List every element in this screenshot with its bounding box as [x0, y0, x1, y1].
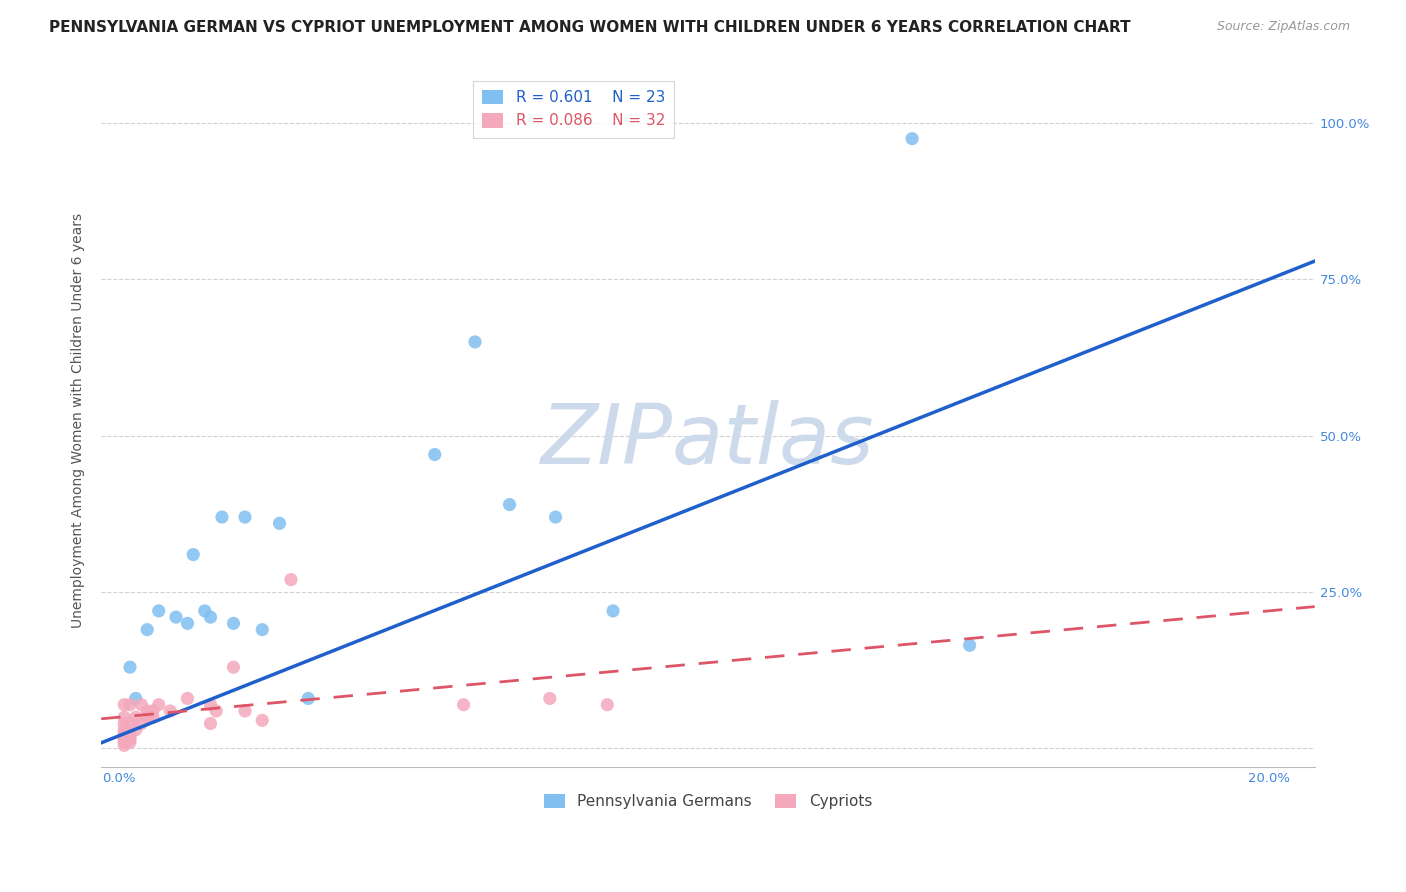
Point: [159, 704, 181, 718]
Y-axis label: Unemployment Among Women with Children Under 6 years: Unemployment Among Women with Children U…: [72, 212, 86, 628]
Point: [112, 732, 135, 747]
Point: [901, 131, 924, 145]
Point: [233, 704, 256, 718]
Point: [596, 698, 619, 712]
Point: [112, 729, 135, 743]
Point: [165, 610, 187, 624]
Point: [136, 704, 159, 718]
Point: [118, 660, 141, 674]
Point: [118, 698, 141, 712]
Point: [498, 498, 520, 512]
Point: [269, 516, 291, 531]
Point: [544, 510, 567, 524]
Point: [176, 691, 198, 706]
Point: [205, 704, 228, 718]
Legend: Pennsylvania Germans, Cypriots: Pennsylvania Germans, Cypriots: [537, 788, 879, 815]
Text: PENNSYLVANIA GERMAN VS CYPRIOT UNEMPLOYMENT AMONG WOMEN WITH CHILDREN UNDER 6 YE: PENNSYLVANIA GERMAN VS CYPRIOT UNEMPLOYM…: [49, 20, 1130, 35]
Point: [538, 691, 561, 706]
Point: [118, 729, 141, 743]
Point: [112, 735, 135, 749]
Point: [297, 691, 319, 706]
Point: [136, 710, 159, 724]
Text: ZIPatlas: ZIPatlas: [541, 401, 875, 482]
Point: [118, 729, 141, 743]
Point: [142, 710, 165, 724]
Point: [194, 604, 217, 618]
Point: [252, 714, 274, 728]
Point: [423, 448, 446, 462]
Point: [200, 698, 222, 712]
Point: [453, 698, 475, 712]
Point: [118, 735, 141, 749]
Point: [112, 710, 135, 724]
Point: [181, 548, 204, 562]
Point: [252, 623, 274, 637]
Point: [176, 616, 198, 631]
Point: [118, 732, 141, 747]
Point: [131, 698, 153, 712]
Point: [233, 510, 256, 524]
Point: [211, 510, 233, 524]
Point: [148, 604, 170, 618]
Point: [959, 638, 981, 652]
Point: [112, 716, 135, 731]
Point: [200, 716, 222, 731]
Point: [125, 723, 148, 737]
Point: [125, 710, 148, 724]
Point: [112, 729, 135, 743]
Point: [112, 726, 135, 740]
Point: [280, 573, 302, 587]
Point: [464, 334, 486, 349]
Point: [148, 698, 170, 712]
Point: [200, 610, 222, 624]
Point: [222, 660, 245, 674]
Point: [142, 704, 165, 718]
Point: [136, 623, 159, 637]
Text: Source: ZipAtlas.com: Source: ZipAtlas.com: [1216, 20, 1350, 33]
Point: [118, 716, 141, 731]
Point: [131, 716, 153, 731]
Point: [112, 739, 135, 753]
Point: [222, 616, 245, 631]
Point: [125, 691, 148, 706]
Point: [112, 723, 135, 737]
Point: [112, 698, 135, 712]
Point: [602, 604, 624, 618]
